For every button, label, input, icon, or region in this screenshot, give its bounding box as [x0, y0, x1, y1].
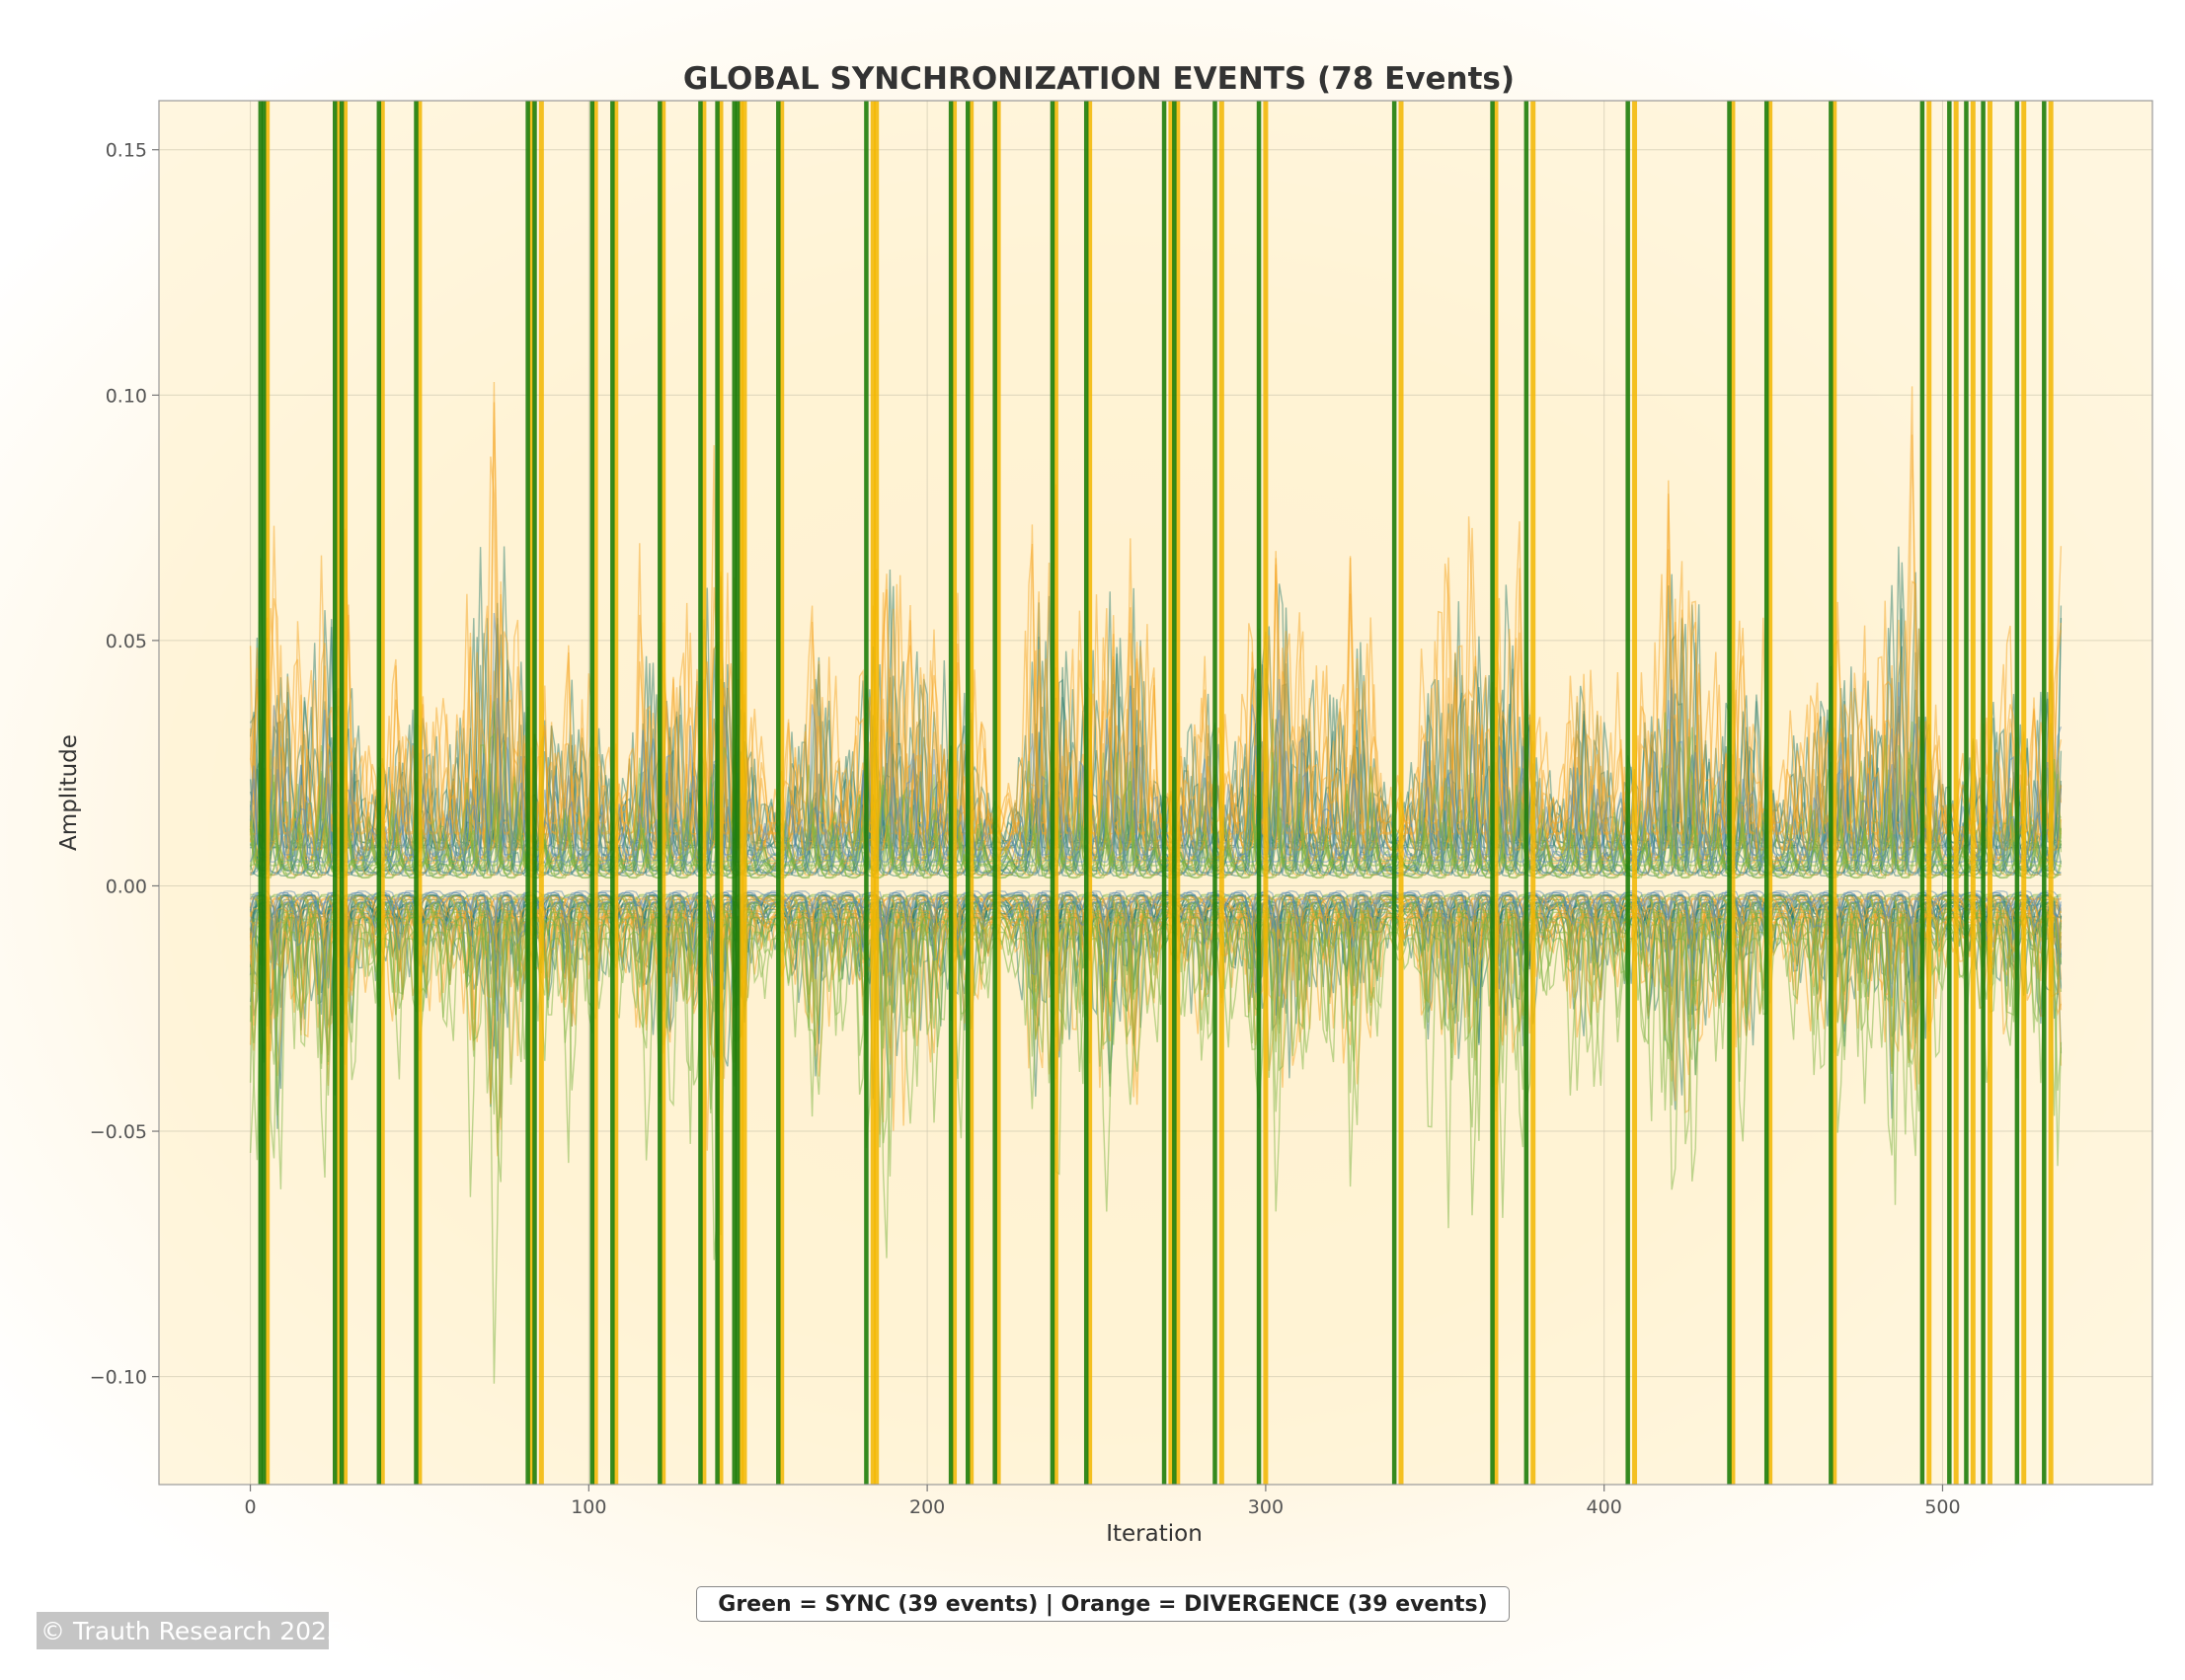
y-tick-label: −0.05 — [90, 1121, 147, 1143]
series-line — [249, 938, 2063, 1384]
series-line — [249, 918, 2063, 1148]
watermark: © Trauth Research 2025 — [37, 1612, 343, 1649]
series-line — [249, 911, 2063, 1069]
plot-frame — [158, 100, 2153, 1486]
y-tick-label: 0.00 — [106, 876, 147, 897]
series-line — [249, 891, 2063, 943]
watermark-text: © Trauth Research 2025 — [40, 1616, 343, 1645]
series-line — [249, 612, 2063, 856]
x-tick-label: 500 — [1924, 1496, 1960, 1518]
series-line — [249, 682, 2062, 863]
series-lines — [249, 381, 2063, 1384]
y-tick-label: 0.15 — [106, 140, 147, 162]
series-line — [249, 823, 2063, 878]
legend-text: Green = SYNC (39 events) | Orange = DIVE… — [718, 1591, 1488, 1617]
x-tick-label: 400 — [1587, 1496, 1622, 1518]
y-tick-label: 0.10 — [106, 385, 147, 407]
x-tick-label: 200 — [909, 1496, 945, 1518]
y-tick-label: −0.10 — [90, 1367, 147, 1389]
x-tick-label: 300 — [1248, 1496, 1284, 1518]
y-axis-ticks: −0.10 −0.05 0.00 0.05 0.10 0.15 — [90, 140, 159, 1389]
event-lines — [258, 101, 2054, 1485]
x-tick-label: 0 — [245, 1496, 257, 1518]
series-line — [249, 793, 2063, 875]
y-axis-label: Amplitude — [56, 734, 82, 851]
y-tick-label: 0.05 — [106, 631, 147, 652]
x-tick-label: 100 — [571, 1496, 606, 1518]
legend: Green = SYNC (39 events) | Orange = DIVE… — [696, 1586, 1510, 1622]
x-axis-label: Iteration — [1106, 1521, 1203, 1547]
x-axis-ticks: 0 100 200 300 400 500 — [245, 1485, 1961, 1518]
chart-title: GLOBAL SYNCHRONIZATION EVENTS (78 Events… — [683, 61, 1515, 97]
